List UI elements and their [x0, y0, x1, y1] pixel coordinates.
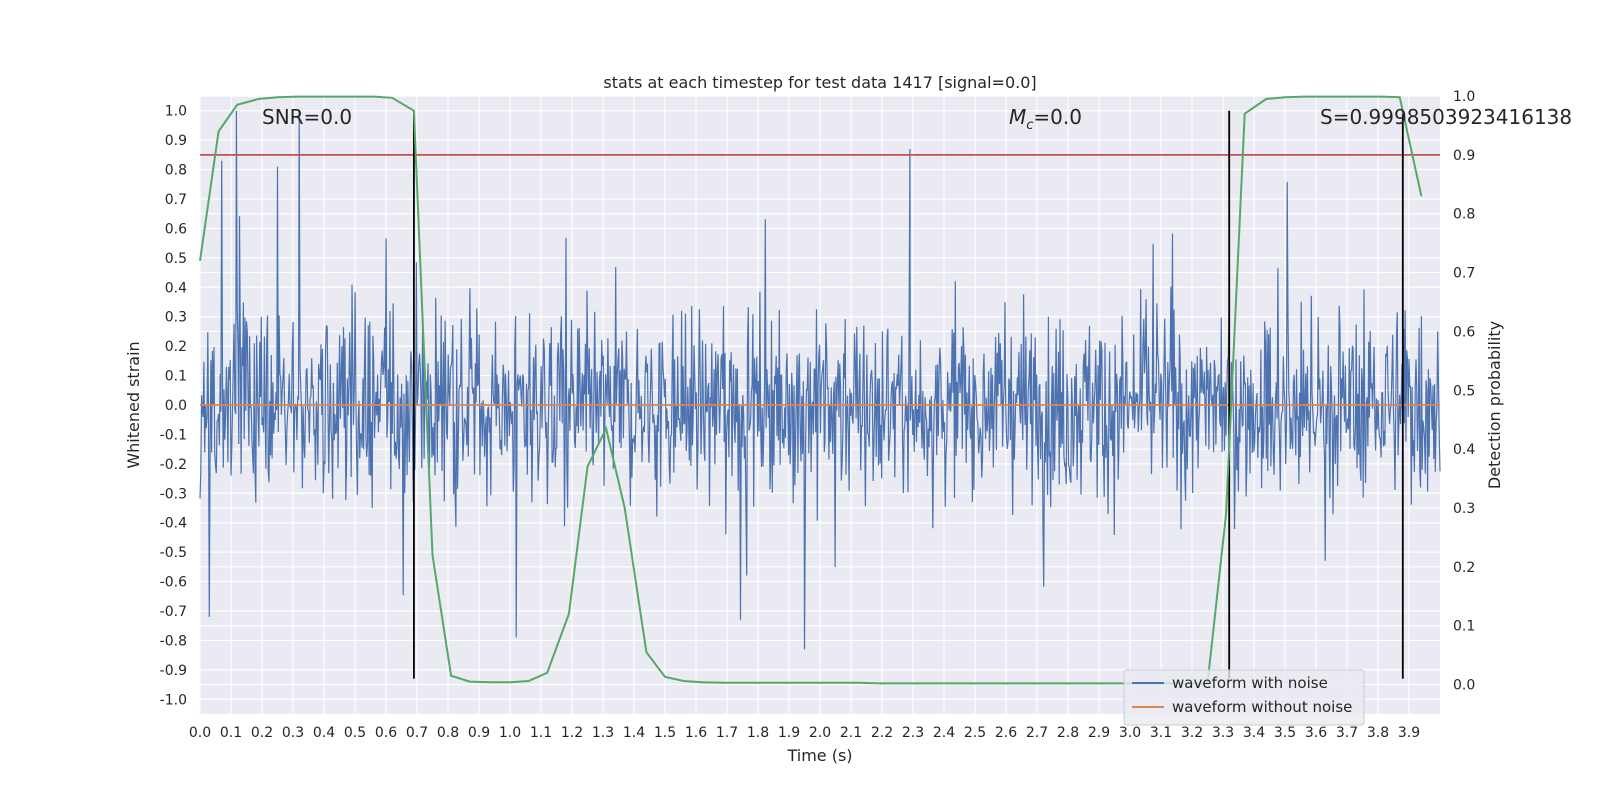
legend: waveform with noise waveform without noi…	[1123, 669, 1365, 726]
y-left-tick-label: -0.5	[160, 545, 187, 561]
score-annotation: S=0.9998503923416138	[1320, 105, 1572, 129]
x-tick-label: 0.6	[375, 725, 397, 741]
x-axis-label: Time (s)	[786, 746, 852, 765]
chirp-mass-value: =0.0	[1033, 105, 1082, 129]
y-left-tick-label: -0.6	[160, 575, 187, 591]
x-tick-label: 0.8	[437, 725, 459, 741]
x-tick-label: 2.3	[902, 725, 924, 741]
noise-waveform-series	[199, 110, 1441, 650]
y-left-tick-label: 0.5	[165, 251, 187, 267]
y-axis-right-ticks: 1.0 0.9 0.8 0.7 0.6 0.5 0.4 0.3 0.2 0.1 0.0	[1453, 89, 1475, 694]
x-tick-label: 3.3	[1212, 725, 1234, 741]
x-tick-label: 1.4	[623, 725, 645, 741]
x-tick-label: 3.2	[1181, 725, 1203, 741]
x-tick-label: 2.0	[809, 725, 831, 741]
x-tick-label: 0.1	[220, 725, 242, 741]
x-tick-label: 2.7	[1026, 725, 1048, 741]
chart-title: stats at each timestep for test data 141…	[603, 73, 1036, 92]
y-left-tick-label: -0.7	[160, 604, 187, 620]
y-left-tick-label: -0.2	[160, 457, 187, 473]
x-tick-label: 1.5	[654, 725, 676, 741]
x-tick-label: 0.9	[468, 725, 490, 741]
legend-label-clean: waveform without noise	[1172, 698, 1352, 716]
y-left-tick-label: 0.1	[165, 369, 187, 385]
x-tick-label: 1.2	[561, 725, 583, 741]
x-tick-label: 0.2	[251, 725, 273, 741]
x-tick-label: 1.7	[716, 725, 738, 741]
y-left-tick-label: 0.4	[165, 280, 187, 296]
y-axis-left-label: Whitened strain	[124, 341, 143, 468]
y-left-tick-label: 0.2	[165, 339, 187, 355]
legend-label-noise: waveform with noise	[1172, 674, 1328, 692]
x-tick-label: 1.6	[685, 725, 707, 741]
x-tick-label: 2.8	[1057, 725, 1079, 741]
y-right-tick-label: 0.5	[1453, 383, 1475, 399]
x-tick-label: 1.9	[778, 725, 800, 741]
y-right-tick-label: 1.0	[1453, 89, 1475, 105]
chirp-mass-annotation: Mc=0.0	[1009, 105, 1082, 133]
y-left-tick-label: -0.1	[160, 427, 187, 443]
x-tick-label: 2.6	[995, 725, 1017, 741]
detection-probability-line	[199, 95, 1423, 685]
x-tick-label: 1.0	[499, 725, 521, 741]
snr-annotation: SNR=0.0	[262, 105, 352, 129]
x-tick-label: 0.0	[189, 725, 211, 741]
y-right-tick-label: 0.1	[1453, 619, 1475, 635]
y-right-tick-label: 0.2	[1453, 560, 1475, 576]
y-left-tick-label: -0.3	[160, 486, 187, 502]
x-tick-label: 2.4	[933, 725, 955, 741]
x-tick-label: 3.1	[1150, 725, 1172, 741]
x-tick-label: 2.2	[871, 725, 893, 741]
x-tick-label: 3.9	[1398, 725, 1420, 741]
y-left-tick-label: 0.9	[165, 133, 187, 149]
x-tick-label: 0.7	[406, 725, 428, 741]
y-left-tick-label: 0.7	[165, 192, 187, 208]
x-tick-label: 2.5	[964, 725, 986, 741]
y-right-tick-label: 0.6	[1453, 324, 1475, 340]
y-axis-right-label: Detection probability	[1485, 321, 1504, 489]
y-left-tick-label: -0.9	[160, 663, 187, 679]
y-right-tick-label: 0.3	[1453, 501, 1475, 517]
y-right-tick-label: 0.4	[1453, 442, 1475, 458]
y-left-tick-label: -0.4	[160, 516, 187, 532]
y-left-tick-label: -1.0	[160, 692, 187, 708]
chirp-mass-subscript: c	[1026, 118, 1033, 133]
y-left-tick-label: 0.3	[165, 310, 187, 326]
x-tick-label: 3.8	[1367, 725, 1389, 741]
legend-box	[1123, 669, 1365, 726]
y-right-tick-label: 0.7	[1453, 266, 1475, 282]
y-left-tick-label: 1.0	[165, 104, 187, 120]
x-tick-label: 3.5	[1274, 725, 1296, 741]
chirp-mass-symbol: M	[1009, 105, 1026, 129]
y-left-tick-label: 0.8	[165, 163, 187, 179]
x-tick-label: 0.5	[344, 725, 366, 741]
x-tick-label: 3.0	[1119, 725, 1141, 741]
y-left-tick-label: 0.0	[165, 398, 187, 414]
noise-waveform-line	[199, 110, 1441, 650]
x-tick-label: 2.9	[1088, 725, 1110, 741]
x-tick-label: 1.1	[530, 725, 552, 741]
y-right-tick-label: 0.9	[1453, 148, 1475, 164]
overlay-lines	[199, 95, 1440, 685]
y-right-tick-label: 0.8	[1453, 207, 1475, 223]
x-tick-label: 0.4	[313, 725, 335, 741]
x-tick-label: 2.1	[840, 725, 862, 741]
y-right-tick-label: 0.0	[1453, 678, 1475, 694]
x-tick-label: 1.8	[747, 725, 769, 741]
x-tick-label: 1.3	[592, 725, 614, 741]
x-tick-label: 3.4	[1243, 725, 1265, 741]
x-axis-ticks: 0.0 0.1 0.2 0.3 0.4 0.5 0.6 0.7 0.8 0.9 1.0 1.1 1.2 1…	[189, 725, 1420, 741]
x-tick-label: 3.7	[1336, 725, 1358, 741]
y-left-tick-label: 0.6	[165, 221, 187, 237]
y-axis-left-ticks: 1.0 0.9 0.8 0.7 0.6 0.5 0.4 0.3 0.2 0.1 0.0 -0.1 -0.…	[160, 104, 187, 709]
y-left-tick-label: -0.8	[160, 633, 187, 649]
x-tick-label: 3.6	[1305, 725, 1327, 741]
x-tick-label: 0.3	[282, 725, 304, 741]
